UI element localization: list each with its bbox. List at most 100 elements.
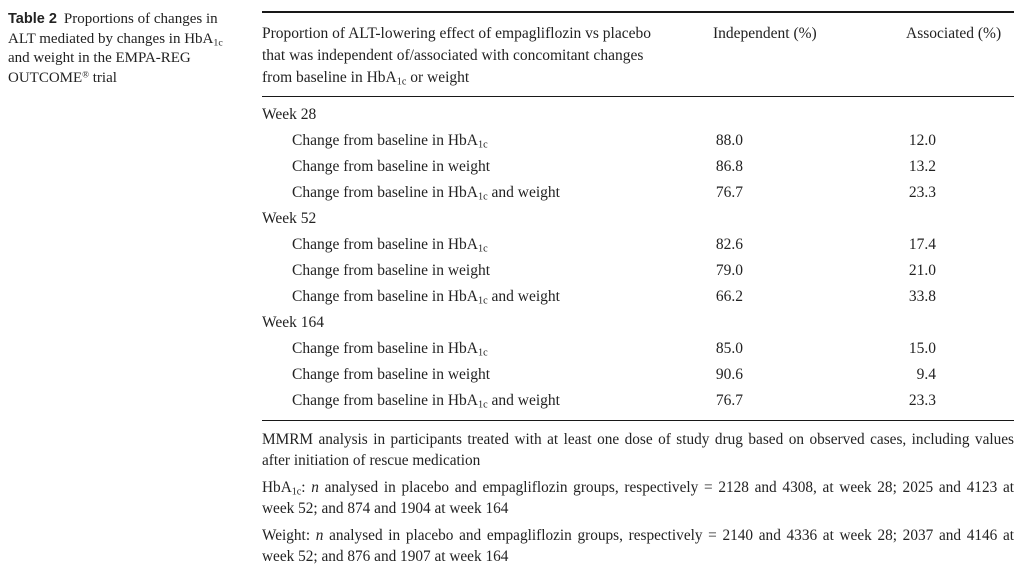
associated-value: 23.3 <box>908 184 936 201</box>
associated-value: 12.0 <box>908 132 936 149</box>
independent-value: 79.0 <box>715 262 743 279</box>
row-label: Change from baseline in HbA1c <box>262 232 713 258</box>
associated-cell: 23.3 <box>906 388 1014 414</box>
section-header-row: Week 52 <box>262 206 1014 232</box>
section-header-row: Week 164 <box>262 310 1014 336</box>
table-caption-number: Table 2 <box>8 11 57 27</box>
associated-value: 9.4 <box>916 366 936 383</box>
hba1c-subscript: 1c <box>477 295 488 307</box>
row-label: Change from baseline in HbA1c and weight <box>262 180 713 206</box>
hba1c-subscript: 1c <box>396 76 407 88</box>
table-row: Change from baseline in HbA1c 85.0 15.0 <box>262 336 1014 362</box>
associated-cell: 13.2 <box>906 154 1014 180</box>
italic-n: n <box>315 527 324 544</box>
table-caption: Table 2 Proportions of changes in ALT med… <box>8 10 240 88</box>
footnote-text: analysed in placebo and empagliflozin gr… <box>262 527 1015 565</box>
table-top-rule <box>262 11 1014 13</box>
table-mid-rule <box>262 96 1014 97</box>
footnote-separator: : <box>305 527 316 544</box>
header-description-text-end: or weight <box>406 69 470 86</box>
footnote-hba1c-n: HbA1c: n analysed in placebo and empagli… <box>262 478 1014 519</box>
row-label-text: Change from baseline in HbA <box>292 392 478 409</box>
table-row: Change from baseline in HbA1c 88.0 12.0 <box>262 128 1014 154</box>
row-label: Change from baseline in weight <box>262 362 713 388</box>
italic-n: n <box>311 479 319 496</box>
registered-trademark-symbol: ® <box>82 69 90 80</box>
footnote-head: HbA <box>262 479 292 496</box>
associated-value: 33.8 <box>908 288 936 305</box>
independent-value: 85.0 <box>715 340 743 357</box>
associated-value: 17.4 <box>908 236 936 253</box>
independent-cell: 86.8 <box>713 154 906 180</box>
section-title: Week 52 <box>262 210 317 227</box>
associated-cell: 17.4 <box>906 232 1014 258</box>
section-header-row: Week 28 <box>262 102 1014 128</box>
row-label: Change from baseline in HbA1c <box>262 336 713 362</box>
row-label-text: Change from baseline in weight <box>292 158 491 175</box>
row-label-suffix: and weight <box>487 288 560 305</box>
table-row: Change from baseline in weight 79.0 21.0 <box>262 258 1014 284</box>
independent-value: 66.2 <box>715 288 743 305</box>
independent-cell: 85.0 <box>713 336 906 362</box>
row-label-text: Change from baseline in HbA <box>292 132 478 149</box>
row-label: Change from baseline in HbA1c and weight <box>262 388 713 414</box>
table-bottom-rule <box>262 420 1014 421</box>
row-label-text: Change from baseline in weight <box>292 262 491 279</box>
row-label-text: Change from baseline in HbA <box>292 288 478 305</box>
hba1c-subscript: 1c <box>291 486 302 498</box>
table-row: Change from baseline in HbA1c and weight… <box>262 284 1014 310</box>
independent-value: 76.7 <box>715 392 743 409</box>
associated-value: 21.0 <box>908 262 936 279</box>
header-description-text: Proportion of ALT-lowering effect of emp… <box>262 25 651 86</box>
footnote-separator: : <box>301 479 312 496</box>
row-label-text: Change from baseline in HbA <box>292 236 478 253</box>
hba1c-subscript: 1c <box>477 139 488 151</box>
hba1c-subscript: 1c <box>213 37 223 49</box>
hba1c-subscript: 1c <box>477 347 488 359</box>
row-label: Change from baseline in HbA1c <box>262 128 713 154</box>
row-label: Change from baseline in HbA1c and weight <box>262 284 713 310</box>
footnote-text: analysed in placebo and empagliflozin gr… <box>262 479 1014 517</box>
independent-value: 90.6 <box>715 366 743 383</box>
footnote-mmrm: MMRM analysis in participants treated wi… <box>262 431 1014 469</box>
independent-value: 88.0 <box>715 132 743 149</box>
table-row: Change from baseline in HbA1c and weight… <box>262 388 1014 414</box>
associated-cell: 15.0 <box>906 336 1014 362</box>
row-label-text: Change from baseline in HbA <box>292 340 478 357</box>
row-label-suffix: and weight <box>487 184 560 201</box>
row-label-text: Change from baseline in HbA <box>292 184 478 201</box>
independent-cell: 79.0 <box>713 258 906 284</box>
independent-cell: 82.6 <box>713 232 906 258</box>
table-caption-text: Proportions of changes in ALT mediated b… <box>8 11 218 47</box>
row-label: Change from baseline in weight <box>262 154 713 180</box>
independent-value: 82.6 <box>715 236 743 253</box>
independent-cell: 76.7 <box>713 388 906 414</box>
hba1c-subscript: 1c <box>477 243 488 255</box>
independent-value: 86.8 <box>715 158 743 175</box>
table-row: Change from baseline in weight 90.6 9.4 <box>262 362 1014 388</box>
independent-cell: 76.7 <box>713 180 906 206</box>
table: Proportion of ALT-lowering effect of emp… <box>262 11 1014 574</box>
associated-value: 15.0 <box>908 340 936 357</box>
table-caption-text-end: trial <box>89 69 117 86</box>
section-title: Week 164 <box>262 314 325 331</box>
associated-cell: 23.3 <box>906 180 1014 206</box>
associated-cell: 12.0 <box>906 128 1014 154</box>
header-independent: Independent (%) <box>713 25 817 42</box>
row-label-text: Change from baseline in weight <box>292 366 491 383</box>
footnote-weight-n: Weight: n analysed in placebo and empagl… <box>262 526 1014 567</box>
associated-cell: 9.4 <box>906 362 1014 388</box>
table-row: Change from baseline in weight 86.8 13.2 <box>262 154 1014 180</box>
independent-cell: 88.0 <box>713 128 906 154</box>
row-label: Change from baseline in weight <box>262 258 713 284</box>
associated-value: 13.2 <box>908 158 936 175</box>
header-description: Proportion of ALT-lowering effect of emp… <box>262 23 662 89</box>
independent-cell: 66.2 <box>713 284 906 310</box>
header-description-cell: Proportion of ALT-lowering effect of emp… <box>262 23 713 89</box>
table-row: Change from baseline in HbA1c 82.6 17.4 <box>262 232 1014 258</box>
independent-cell: 90.6 <box>713 362 906 388</box>
associated-cell: 21.0 <box>906 258 1014 284</box>
table-caption-text-mid: and weight in the EMPA-REG OUTCOME <box>8 50 191 86</box>
table-row: Change from baseline in HbA1c and weight… <box>262 180 1014 206</box>
footnote-head: Weight <box>262 527 306 544</box>
